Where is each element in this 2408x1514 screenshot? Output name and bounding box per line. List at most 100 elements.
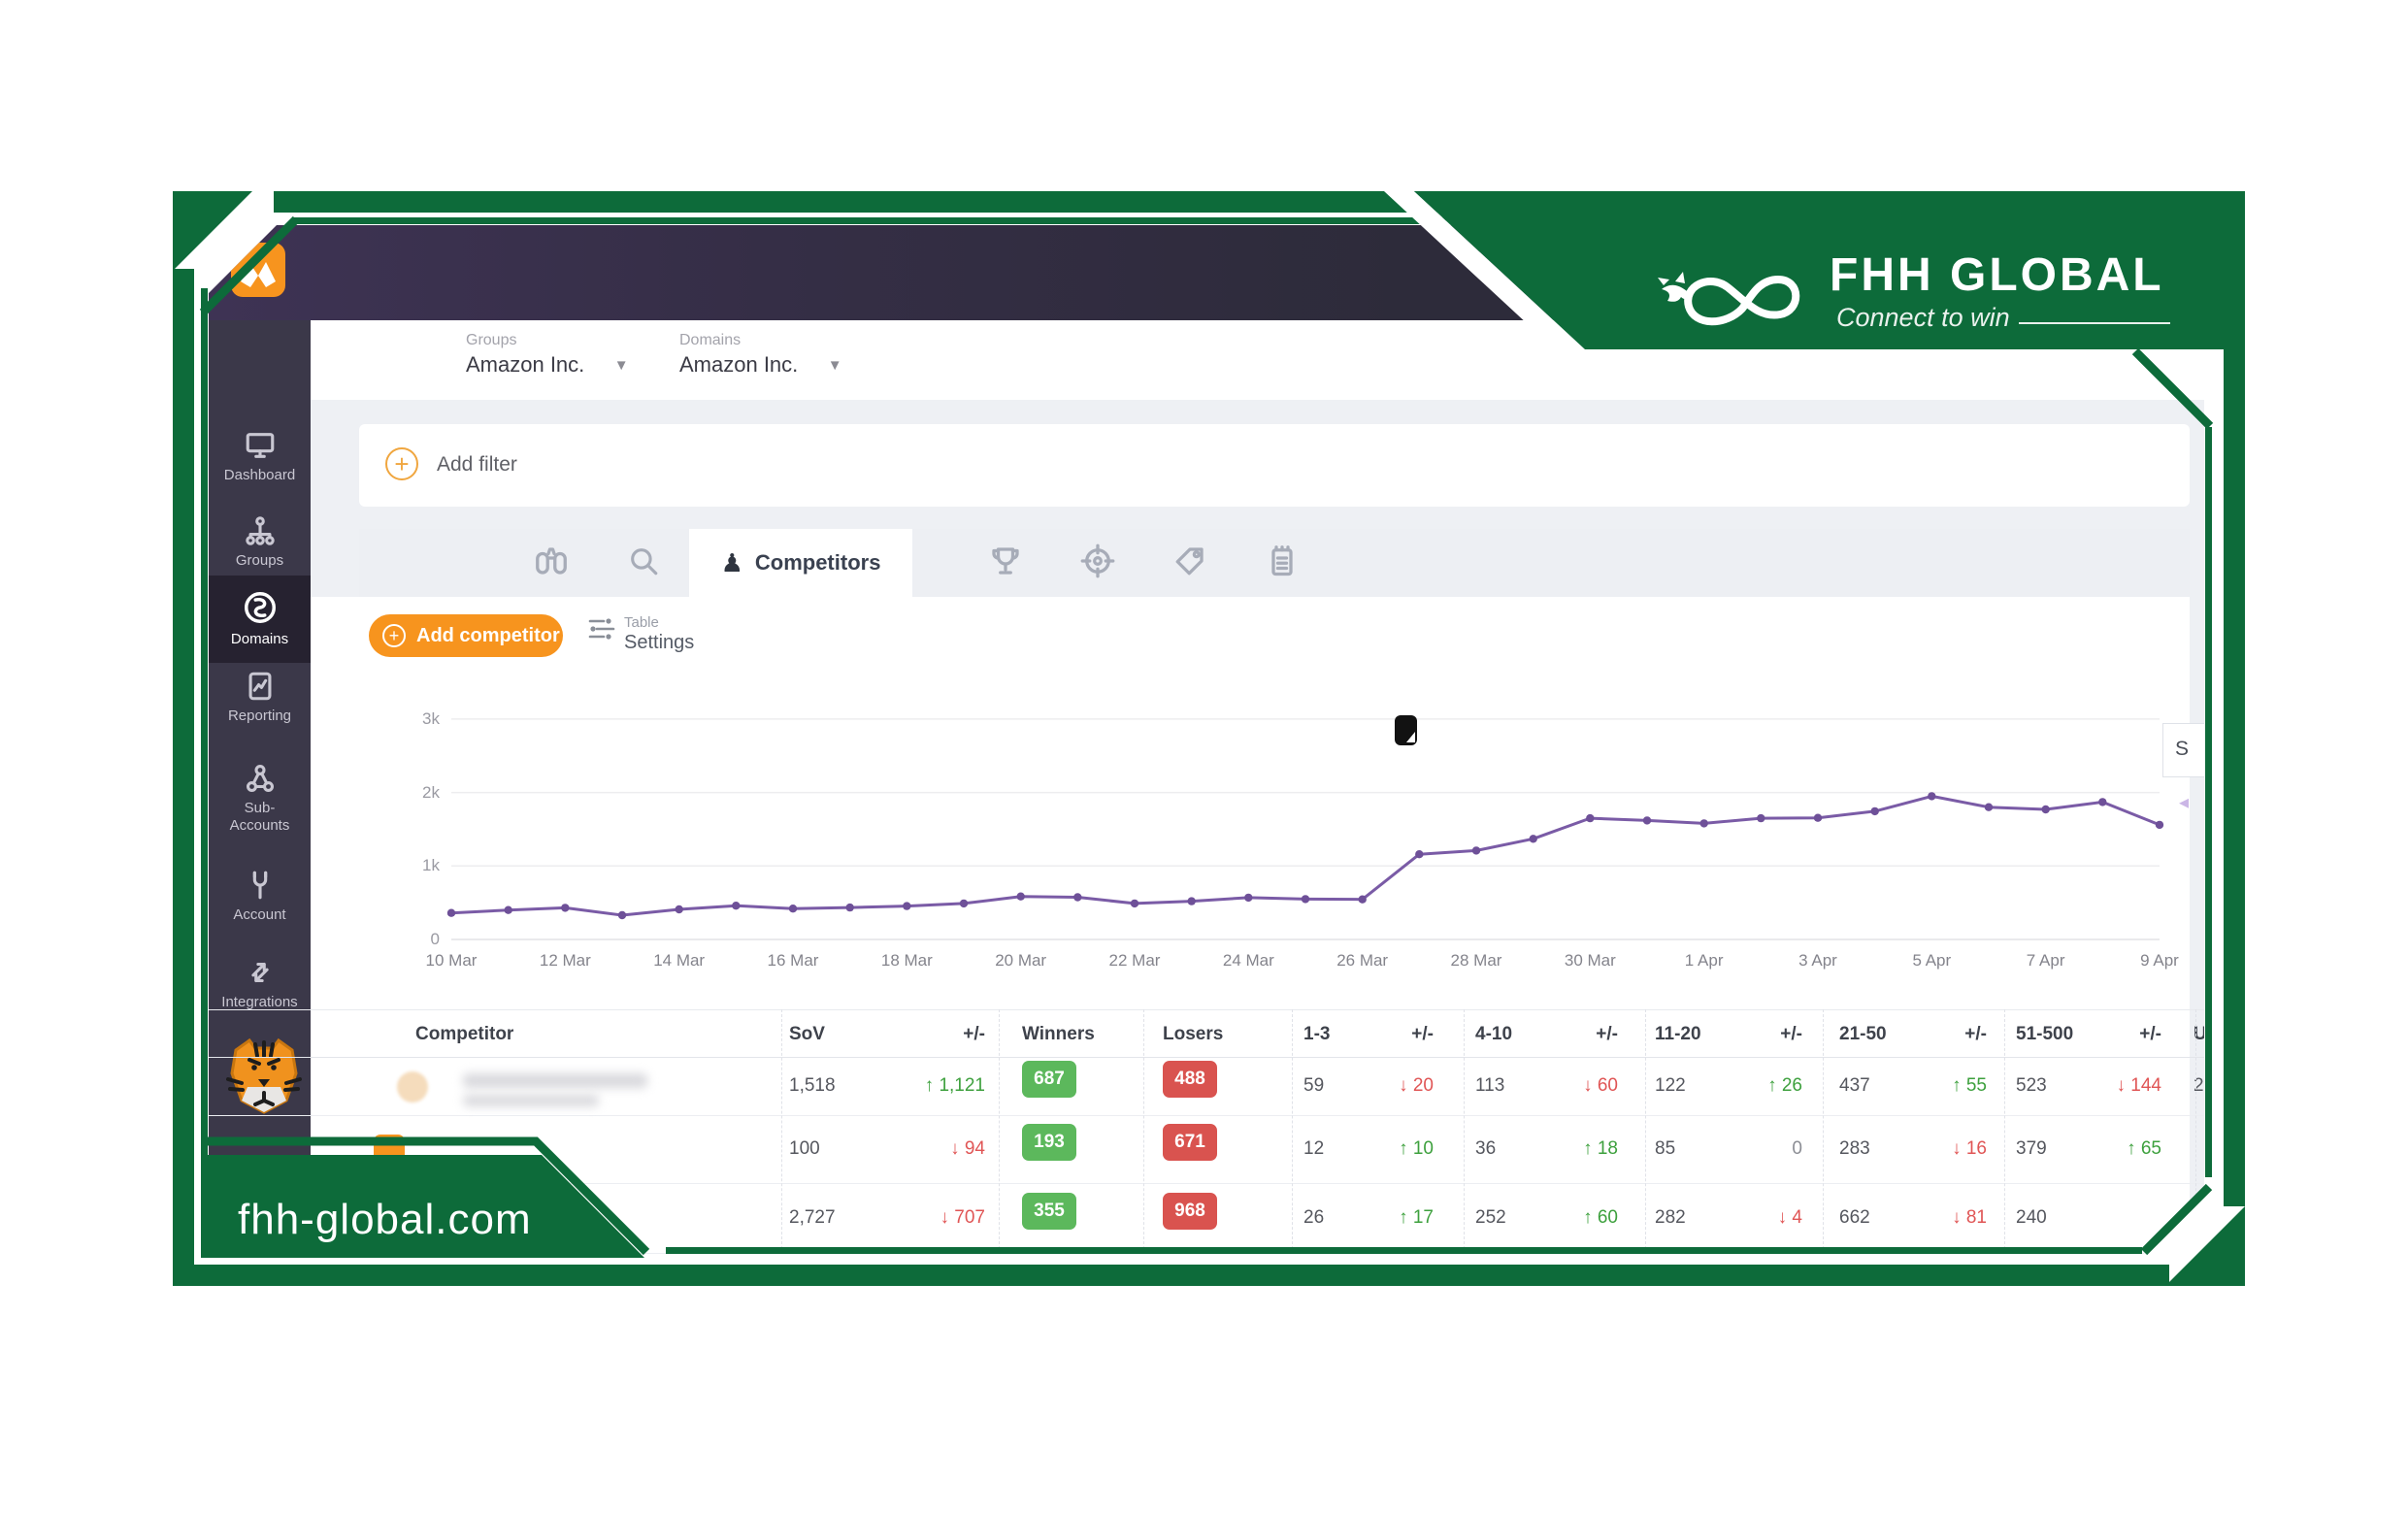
tab-target[interactable] (1051, 529, 1143, 597)
column-separator (1823, 1009, 1824, 1254)
rank-bucket-change: ↑ 17 (1399, 1207, 1434, 1228)
rank-bucket-change: 0 (1792, 1138, 1802, 1159)
sidebar-item-label: Reporting (227, 708, 292, 724)
sidebar-item-label: Integrations (221, 994, 298, 1010)
rank-bucket-value: 122 (1655, 1075, 1686, 1096)
column-header[interactable]: +/- (1411, 1024, 1434, 1044)
app-logo-mark (241, 262, 276, 287)
column-header[interactable]: Competitor (415, 1024, 514, 1044)
sov-change: ↓ 707 (940, 1207, 985, 1228)
column-header[interactable]: 51-500 (2016, 1024, 2074, 1044)
sidebar-item-dashboard[interactable]: Dashboard (209, 429, 311, 514)
network-nodes-icon (209, 762, 311, 795)
winners-badge: 193 (1022, 1124, 1076, 1161)
rank-bucket-value: 36 (1475, 1138, 1497, 1159)
table-row[interactable]: 1,518 ↑ 1,121 687 488 59 ↓ 20 113 ↓ 60 122 ↑ 26 43… (209, 1058, 2204, 1116)
accuranker-app-icon[interactable] (231, 243, 285, 297)
tab-trophy[interactable] (959, 529, 1051, 597)
rank-bucket-value: 26 (1303, 1207, 1325, 1228)
tag-icon (1172, 543, 1207, 583)
column-separator (2195, 1009, 2196, 1254)
sidebar-item-groups[interactable]: Groups (209, 514, 311, 600)
x-axis-tick: 30 Mar (1564, 951, 1616, 970)
rank-bucket-change: ↑ 18 (1583, 1138, 1618, 1159)
monitor-icon (209, 429, 311, 462)
rank-bucket-change: ↓ 16 (1952, 1138, 1987, 1159)
groups-selector[interactable]: Groups Amazon Inc. ▼ (466, 332, 629, 378)
sidebar-item-sub-accounts[interactable]: Sub-Accounts (209, 762, 311, 869)
column-separator (1464, 1009, 1465, 1254)
domains-selector[interactable]: Domains Amazon Inc. ▼ (679, 332, 842, 378)
x-axis-tick: 5 Apr (1912, 951, 1952, 970)
x-axis-tick: 14 Mar (653, 951, 706, 970)
domains-selector-value: Amazon Inc. (679, 352, 799, 377)
tab-tag[interactable] (1143, 529, 1236, 597)
tooltip-cursor-marker (1395, 715, 1417, 745)
sidebar-item-account[interactable]: Account (209, 869, 311, 954)
column-header[interactable]: SoV (789, 1024, 825, 1044)
rank-bucket-value: 437 (1839, 1075, 1870, 1096)
competitor-favicon (397, 1071, 428, 1103)
brand-tagline: Connect to win (1836, 303, 2010, 332)
sidebar-item-reporting[interactable]: Reporting (209, 670, 311, 755)
pawn-icon: ♟ (721, 548, 743, 578)
redacted-competitor-domain (463, 1095, 599, 1106)
plus-circle-icon[interactable]: + (385, 447, 418, 480)
rank-bucket-change: ↓ 4 (1777, 1207, 1802, 1228)
tab-binoculars[interactable] (505, 529, 597, 597)
x-axis-tick: 18 Mar (880, 951, 933, 970)
rank-bucket-value: 523 (2016, 1075, 2047, 1096)
losers-badge: 968 (1163, 1193, 1217, 1230)
add-competitor-label: Add competitor (416, 624, 560, 646)
sov-value: 1,518 (789, 1075, 836, 1096)
column-header[interactable]: 21-50 (1839, 1024, 1887, 1044)
rank-bucket-value: 282 (1655, 1207, 1686, 1228)
y-axis-tick: 2k (422, 782, 440, 802)
sidebar-item-domains[interactable]: Domains (209, 576, 311, 663)
tab-search[interactable] (597, 529, 689, 597)
add-competitor-button[interactable]: + Add competitor (369, 614, 563, 657)
column-header[interactable]: +/- (2139, 1024, 2161, 1044)
table-settings-label: Settings (624, 632, 695, 653)
rank-bucket-value: 85 (1655, 1138, 1676, 1159)
column-header[interactable]: Winners (1022, 1024, 1095, 1044)
column-header[interactable]: +/- (963, 1024, 985, 1044)
add-filter-button[interactable]: Add filter (437, 453, 517, 476)
rank-bucket-value: 59 (1303, 1075, 1325, 1096)
tiger-mascot (226, 1037, 302, 1121)
x-axis-tick: 28 Mar (1450, 951, 1502, 970)
tab-competitors[interactable]: ♟ Competitors (689, 529, 912, 597)
column-separator (999, 1009, 1000, 1254)
trophy-icon (988, 543, 1023, 583)
column-header[interactable]: 1-3 (1303, 1024, 1331, 1044)
winners-badge: 355 (1022, 1193, 1076, 1230)
y-axis-tick: 0 (430, 930, 440, 948)
column-separator (781, 1009, 782, 1254)
column-header[interactable]: Losers (1163, 1024, 1224, 1044)
table-settings-button[interactable]: Table Settings (587, 614, 694, 659)
column-header[interactable]: +/- (1780, 1024, 1802, 1044)
notepad-icon (1265, 543, 1300, 583)
domains-selector-label: Domains (679, 332, 742, 348)
column-header[interactable]: +/- (1964, 1024, 1987, 1044)
table-row[interactable]: 100 ↓ 94 193 671 12 ↑ 10 36 ↑ 18 85 0 283 ↓ 16 379 ↑ … (209, 1116, 2204, 1184)
chevron-down-icon: ▼ (827, 357, 842, 374)
tab-notepad[interactable] (1236, 529, 1328, 597)
x-axis-tick: 9 Apr (2140, 951, 2179, 970)
column-header[interactable]: +/- (1596, 1024, 1618, 1044)
x-axis-tick: 3 Apr (1798, 951, 1837, 970)
target-icon (1080, 543, 1115, 583)
plus-circle-icon: + (382, 624, 406, 647)
column-header[interactable]: 4-10 (1475, 1024, 1513, 1044)
x-axis-tick: 10 Mar (425, 951, 478, 970)
sidebar-item-label: Groups (235, 552, 284, 569)
table-header-row: Competitor SoV +/- Winners Losers 1-3 +/- 4-10 +… (209, 1009, 2204, 1058)
column-header[interactable]: U (2194, 1024, 2204, 1044)
rank-bucket-change: ↓ 60 (1583, 1075, 1618, 1096)
sidebar-item-integrations[interactable]: Integrations (209, 956, 311, 1041)
unranked-value-clipped: 2 (2194, 1075, 2204, 1096)
redacted-competitor-name (463, 1073, 647, 1088)
exchange-arrows-icon (209, 956, 311, 989)
y-axis-tick: 3k (422, 708, 440, 728)
column-header[interactable]: 11-20 (1655, 1024, 1701, 1044)
